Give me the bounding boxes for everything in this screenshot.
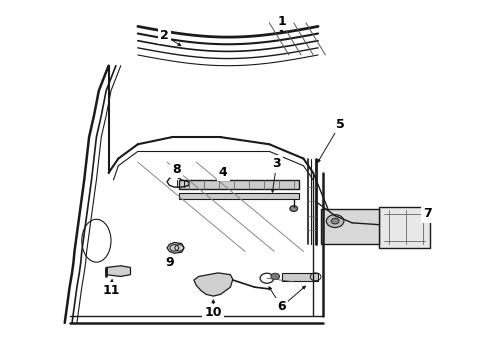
Polygon shape xyxy=(194,273,233,296)
Text: 9: 9 xyxy=(165,256,174,269)
Bar xyxy=(282,273,318,281)
Circle shape xyxy=(290,206,297,211)
Text: 6: 6 xyxy=(277,300,286,313)
Text: 5: 5 xyxy=(336,118,344,131)
Circle shape xyxy=(331,218,339,224)
Circle shape xyxy=(271,273,280,280)
Bar xyxy=(379,207,430,248)
Text: 10: 10 xyxy=(205,306,222,319)
Text: 4: 4 xyxy=(219,166,227,179)
Bar xyxy=(179,180,298,189)
Circle shape xyxy=(326,215,344,228)
Bar xyxy=(179,193,298,199)
Bar xyxy=(320,208,379,244)
Text: 1: 1 xyxy=(277,14,286,27)
Text: 2: 2 xyxy=(160,29,169,42)
Polygon shape xyxy=(106,266,130,276)
Text: 11: 11 xyxy=(102,284,120,297)
Polygon shape xyxy=(167,243,184,253)
Text: 3: 3 xyxy=(272,157,281,170)
Text: 7: 7 xyxy=(423,207,432,220)
Text: 8: 8 xyxy=(172,163,181,176)
